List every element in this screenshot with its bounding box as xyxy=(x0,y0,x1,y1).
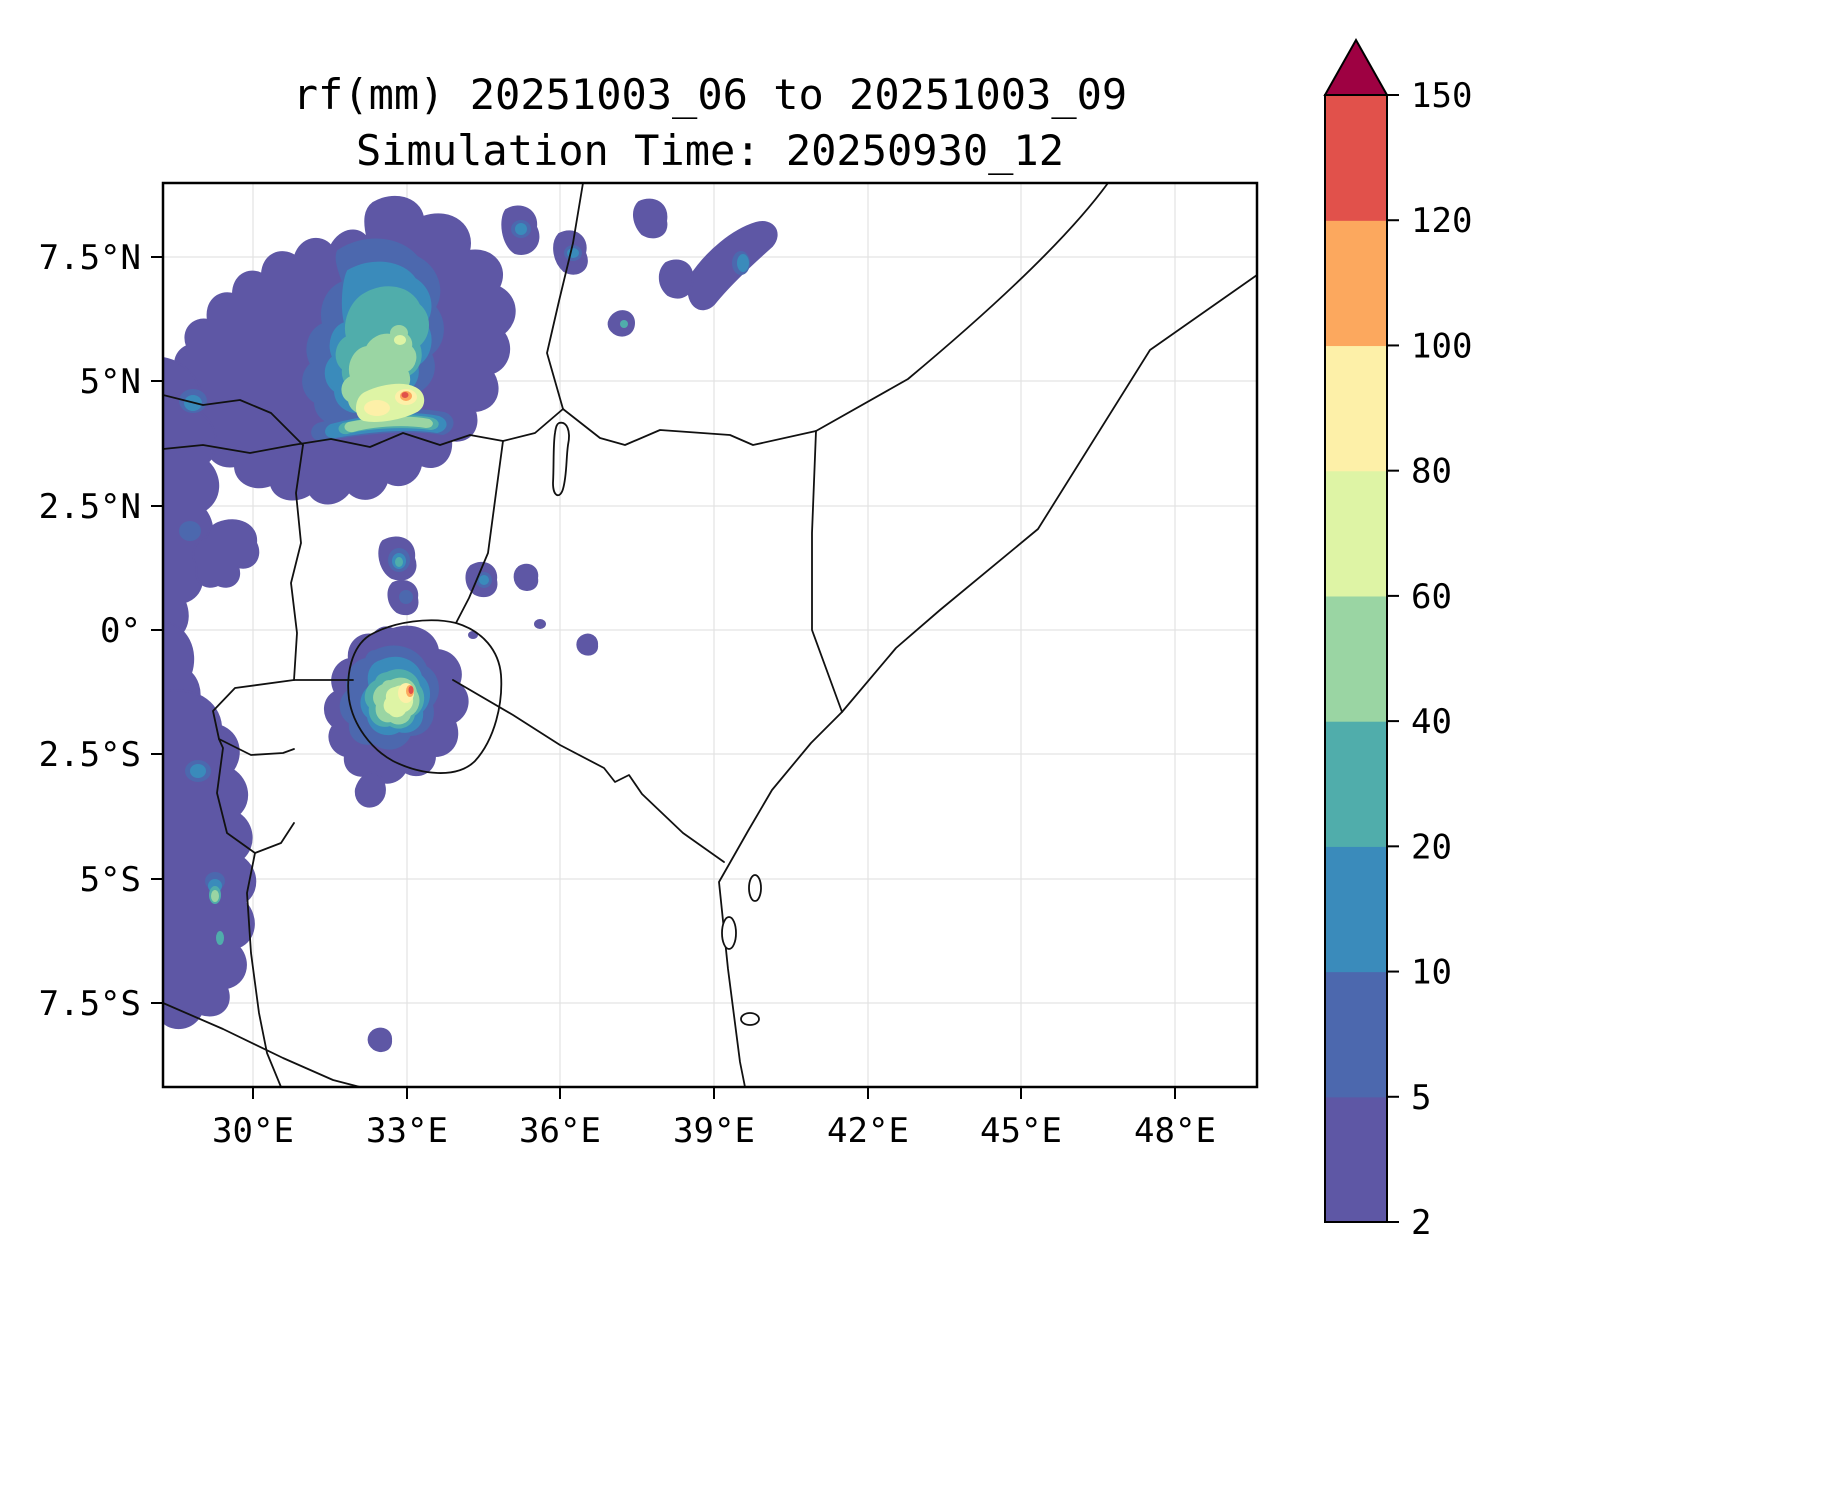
colorbar-segment xyxy=(1325,220,1387,347)
colorbar-tick-label: 150 xyxy=(1411,76,1472,116)
colorbar-segment xyxy=(1325,846,1387,973)
island-outline xyxy=(748,874,762,902)
border-line xyxy=(811,430,843,713)
colorbar-segment xyxy=(1325,1096,1387,1223)
border-line xyxy=(246,852,282,1087)
border-line xyxy=(216,738,295,854)
colorbar-tick-label: 10 xyxy=(1411,953,1452,993)
border-line xyxy=(452,679,725,863)
axis-tick-labels: 30°E 33°E 36°E 39°E 42°E 45°E 48°E 7.5°N 5°N 2.5°… xyxy=(39,238,1216,1151)
colorbar-segment xyxy=(1325,971,1387,1098)
colorbar-tick-label: 2 xyxy=(1411,1203,1431,1243)
colorbar-tick-label: 20 xyxy=(1411,827,1452,867)
plot-frame xyxy=(161,181,1259,1089)
y-tick-label: 5°N xyxy=(80,362,141,402)
colorbar-segment xyxy=(1325,721,1387,847)
colorbar-segment xyxy=(1325,345,1387,472)
border-line xyxy=(163,1002,361,1087)
y-tick-label: 7.5°N xyxy=(39,238,141,278)
x-tick-label: 42°E xyxy=(827,1111,909,1151)
x-tick-label: 39°E xyxy=(673,1111,755,1151)
colorbar-segment xyxy=(1325,595,1387,722)
colorbar-tick-label: 5 xyxy=(1411,1078,1431,1118)
border-line xyxy=(562,408,817,446)
rainfall-contour-field xyxy=(163,195,778,1052)
border-line xyxy=(455,440,504,624)
y-tick-label: 2.5°S xyxy=(39,735,141,775)
colorbar-outline xyxy=(1324,94,1388,1223)
border-line xyxy=(163,408,564,454)
lake-outline xyxy=(552,421,570,497)
map-plot-area xyxy=(161,181,1259,1089)
colorbar-tick-label: 80 xyxy=(1411,452,1452,492)
x-tick-label: 30°E xyxy=(212,1111,294,1151)
colorbar-segment xyxy=(1325,470,1387,597)
colorbar-tick-label: 60 xyxy=(1411,577,1452,617)
y-tick-label: 5°S xyxy=(80,860,141,900)
colorbar-tick-label: 120 xyxy=(1411,201,1472,241)
y-tick-label: 7.5°S xyxy=(39,984,141,1024)
colorbar: 2 5 10 20 40 60 80 100 120 150 xyxy=(1323,37,1472,1243)
x-tick-label: 36°E xyxy=(519,1111,601,1151)
island-outline xyxy=(740,1012,760,1026)
plot-subtitle: Simulation Time: 20250930_12 xyxy=(355,126,1064,175)
country-borders xyxy=(163,183,1257,1087)
colorbar-tick-label: 40 xyxy=(1411,702,1452,742)
y-tick-label: 0° xyxy=(100,611,141,651)
x-tick-label: 48°E xyxy=(1134,1111,1216,1151)
border-line xyxy=(163,394,304,446)
axis-ticks xyxy=(151,256,1176,1099)
y-tick-label: 2.5°N xyxy=(39,487,141,527)
colorbar-over-arrow xyxy=(1323,37,1389,96)
border-line xyxy=(546,183,584,410)
border-line xyxy=(290,444,304,681)
colorbar-ticks xyxy=(1387,94,1399,1223)
island-outline xyxy=(721,916,737,950)
x-tick-label: 33°E xyxy=(366,1111,448,1151)
border-line xyxy=(718,274,1257,1087)
map-gridlines xyxy=(163,183,1257,1087)
colorbar-tick-labels: 2 5 10 20 40 60 80 100 120 150 xyxy=(1411,76,1472,1243)
border-line xyxy=(815,183,1109,432)
colorbar-tick-label: 100 xyxy=(1411,326,1472,366)
plot-title: rf(mm) 20251003_06 to 20251003_09 xyxy=(292,70,1128,119)
lake-outline xyxy=(347,619,503,774)
x-tick-label: 45°E xyxy=(980,1111,1062,1151)
colorbar-segment xyxy=(1325,95,1387,221)
